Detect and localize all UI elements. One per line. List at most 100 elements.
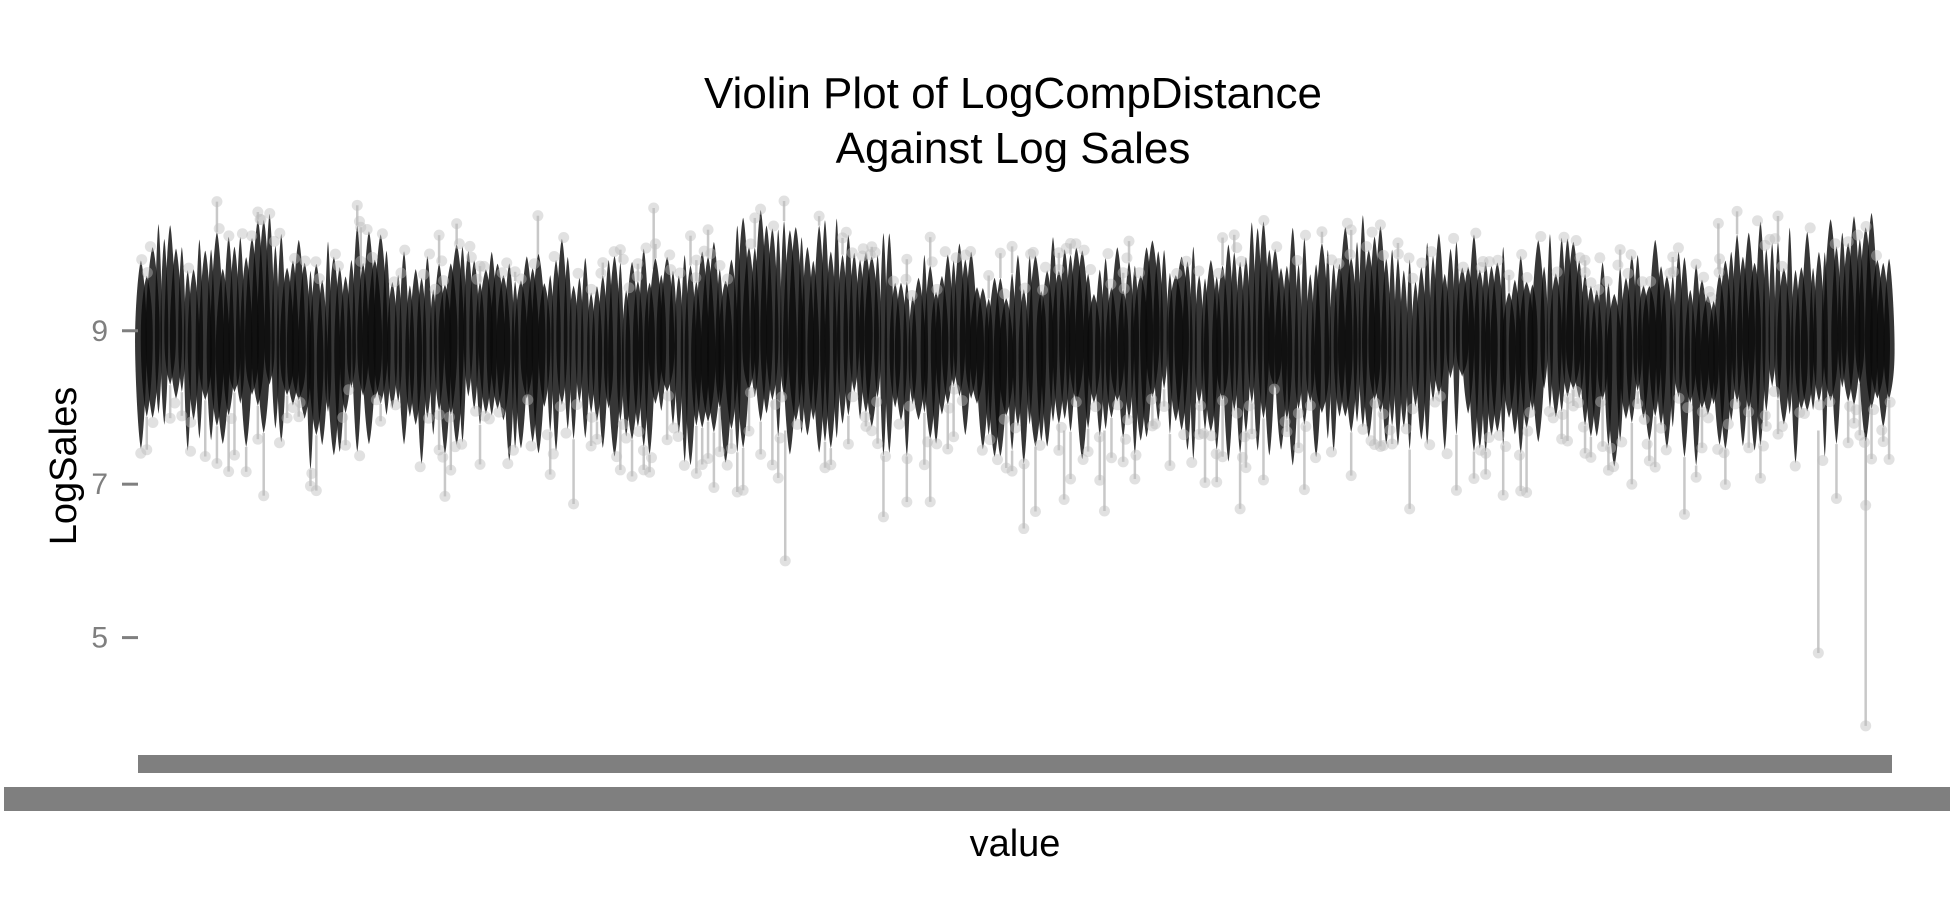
outlier-point xyxy=(674,267,686,279)
outlier-point xyxy=(1082,446,1094,458)
outlier-point xyxy=(819,462,831,474)
outlier-point xyxy=(225,413,237,425)
outlier-point xyxy=(1158,401,1170,413)
outlier-point xyxy=(1279,416,1291,428)
outlier-point xyxy=(1868,404,1880,416)
outlier-point xyxy=(649,238,661,250)
outlier-point xyxy=(568,498,580,510)
outliers-layer xyxy=(135,195,1896,732)
outlier-point xyxy=(236,228,248,240)
outlier-point xyxy=(1416,257,1428,269)
outlier-point xyxy=(1798,407,1810,419)
outlier-point xyxy=(1236,451,1248,463)
outlier-point xyxy=(1844,400,1856,412)
outlier-point xyxy=(942,443,954,455)
outlier-point xyxy=(866,241,878,253)
outlier-point xyxy=(1164,460,1176,472)
outlier-point xyxy=(313,273,325,285)
outlier-point xyxy=(1105,452,1117,464)
outlier-point xyxy=(1776,420,1788,432)
violin-shape xyxy=(352,225,363,452)
outlier-point xyxy=(1298,484,1310,496)
outlier-point xyxy=(340,439,352,451)
outlier-point xyxy=(1010,422,1022,434)
outlier-point xyxy=(702,224,714,236)
outlier-point xyxy=(1585,451,1597,463)
outlier-point xyxy=(351,199,363,211)
outlier-point xyxy=(479,410,491,422)
outlier-point xyxy=(994,247,1006,259)
outlier-point xyxy=(375,415,387,427)
outlier-point xyxy=(768,220,780,232)
outlier-point xyxy=(1817,455,1829,467)
outlier-point xyxy=(631,271,643,283)
outlier-point xyxy=(1325,446,1337,458)
outlier-point xyxy=(252,433,264,445)
outlier-point xyxy=(939,246,951,258)
outlier-point xyxy=(1572,397,1584,409)
violin-shape xyxy=(1324,249,1332,439)
outlier-point xyxy=(1344,249,1356,261)
outlier-point xyxy=(1361,241,1373,253)
outlier-point xyxy=(779,555,791,567)
outlier-point xyxy=(1625,249,1637,261)
outlier-point xyxy=(343,384,355,396)
outlier-point xyxy=(837,232,849,244)
outlier-point xyxy=(1102,248,1114,260)
outlier-point xyxy=(1146,393,1158,405)
outlier-point xyxy=(1246,428,1258,440)
outlier-point xyxy=(1824,396,1836,408)
violin-shape xyxy=(154,224,163,414)
outlier-point xyxy=(1369,397,1381,409)
outlier-point xyxy=(1812,647,1824,659)
outlier-point xyxy=(931,283,943,295)
outlier-point xyxy=(1105,278,1117,290)
outlier-point xyxy=(1293,442,1305,454)
outlier-point xyxy=(1714,253,1726,265)
violin-shape xyxy=(1883,258,1895,400)
outlier-point xyxy=(147,416,159,428)
outlier-point xyxy=(1842,236,1854,248)
outlier-point xyxy=(1595,396,1607,408)
outlier-point xyxy=(637,444,649,456)
violin-shape xyxy=(563,257,572,430)
violin-shape xyxy=(608,255,621,457)
outlier-point xyxy=(1842,437,1854,449)
outlier-point xyxy=(1039,261,1051,273)
outlier-point xyxy=(924,496,936,508)
outlier-point xyxy=(778,195,790,207)
outlier-point xyxy=(1562,435,1574,447)
outlier-point xyxy=(1300,420,1312,432)
outlier-point xyxy=(1060,242,1072,254)
outlier-point xyxy=(470,405,482,417)
outlier-point xyxy=(614,464,626,476)
violin-shape xyxy=(1381,258,1392,445)
outlier-point xyxy=(199,451,211,463)
outlier-point xyxy=(1316,226,1328,238)
outlier-point xyxy=(1483,256,1495,268)
outlier-point xyxy=(1776,260,1788,272)
outlier-point xyxy=(572,267,584,279)
outlier-point xyxy=(1848,417,1860,429)
outlier-point xyxy=(554,400,566,412)
outlier-point xyxy=(1643,455,1655,467)
outlier-point xyxy=(846,247,858,259)
outlier-point xyxy=(1213,267,1225,279)
violin-shape xyxy=(1182,261,1193,451)
outlier-point xyxy=(1129,473,1141,485)
outlier-point xyxy=(1759,239,1771,251)
outlier-point xyxy=(310,485,322,497)
outlier-point xyxy=(1757,440,1769,452)
outlier-point xyxy=(595,267,607,279)
outlier-point xyxy=(1673,392,1685,404)
violin-shape xyxy=(1194,275,1204,405)
violin-shape xyxy=(1755,221,1766,446)
y-tick-label: 7 xyxy=(91,468,108,501)
outlier-point xyxy=(1217,232,1229,244)
outlier-point xyxy=(228,449,240,461)
outlier-point xyxy=(1292,407,1304,419)
outlier-point xyxy=(900,273,912,285)
outlier-point xyxy=(1123,235,1135,247)
outlier-point xyxy=(332,260,344,272)
outlier-point xyxy=(1018,523,1030,535)
